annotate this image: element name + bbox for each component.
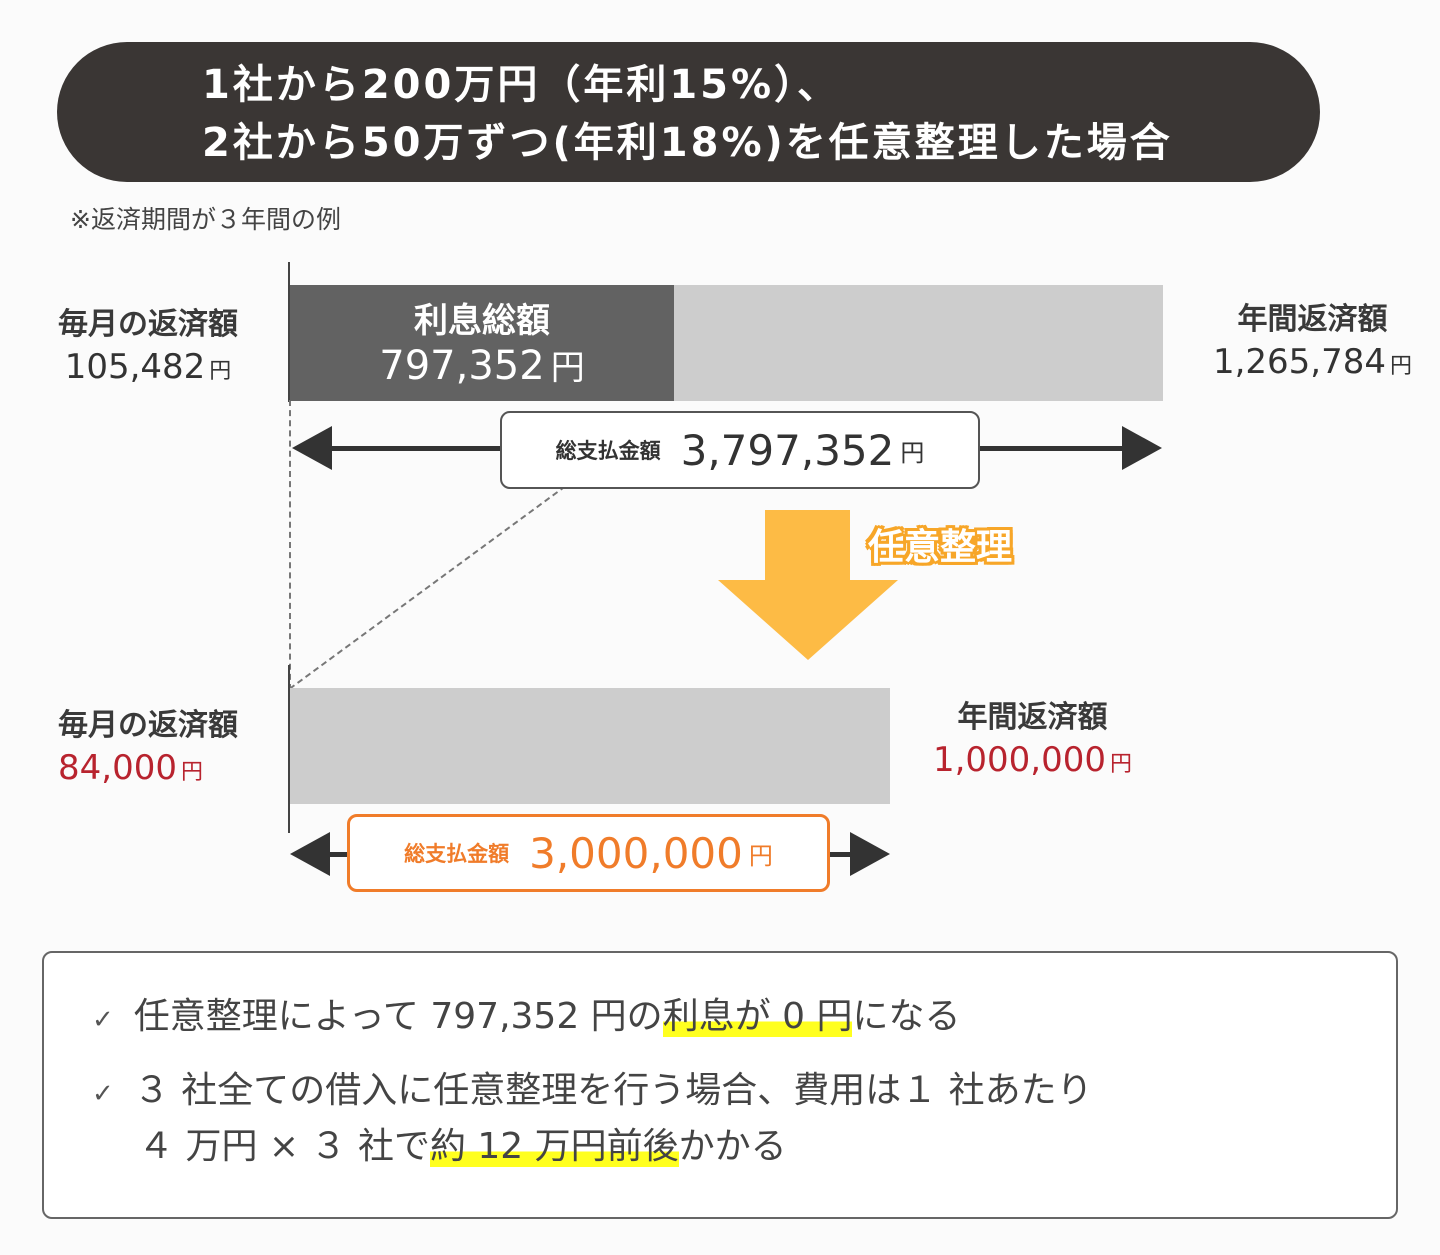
interest-total-value: 797,352 — [379, 343, 545, 389]
after-annual-label: 年間返済額 1,000,000 円 — [932, 700, 1133, 780]
before-total-box: 総支払金額 3,797,352 円 — [500, 411, 980, 489]
after-monthly-label: 毎月の返済額 84,000 円 — [58, 708, 238, 788]
title-line-1: 1社から200万円（年利15%）、 — [202, 62, 841, 108]
dashed-guide-diagonal — [289, 467, 590, 690]
before-total-label: 総支払金額 — [555, 439, 661, 463]
after-arrow-left-icon — [290, 832, 330, 876]
after-principal-bar — [290, 688, 890, 804]
summary-box: ✓ 任意整理によって 797,352 円の利息が 0 円になる ✓ ３ 社全ての借入… — [42, 951, 1398, 1219]
before-arrow-right-icon — [1122, 426, 1162, 470]
before-annual-value: 1,265,784 — [1212, 342, 1387, 382]
before-interest-bar — [290, 285, 674, 401]
before-total-value: 3,797,352 — [680, 425, 895, 475]
period-note: ※返済期間が３年間の例 — [70, 205, 341, 234]
title-line-2: 2社から50万ずつ(年利18%)を任意整理した場合 — [202, 120, 1173, 166]
before-monthly-value: 105,482 — [64, 347, 206, 387]
settlement-label: 任意整理 — [868, 527, 1013, 568]
after-monthly-value: 84,000 — [58, 748, 177, 788]
highlight-cost: 約 12 万円前後 — [429, 1126, 679, 1167]
after-axis-line — [288, 665, 290, 833]
interest-total-label: 利息総額 797,352 円 — [379, 301, 585, 389]
after-total-value: 3,000,000 — [529, 828, 743, 878]
check-icon: ✓ — [92, 1005, 114, 1035]
title-banner: 1社から200万円（年利15%）、 2社から50万ずつ(年利18%)を任意整理し… — [57, 42, 1320, 182]
summary-item-1: ✓ 任意整理によって 797,352 円の利息が 0 円になる — [92, 996, 961, 1037]
before-axis-line — [288, 262, 290, 402]
highlight-interest-zero: 利息が 0 円 — [662, 996, 853, 1037]
summary-item-2-line-2: ４ 万円 × ３ 社で約 12 万円前後かかる — [138, 1126, 787, 1167]
before-monthly-label: 毎月の返済額 105,482 円 — [58, 307, 238, 387]
settlement-down-arrow-icon — [765, 510, 850, 585]
after-total-label: 総支払金額 — [404, 842, 510, 866]
after-annual-value: 1,000,000 — [932, 740, 1107, 780]
before-annual-label: 年間返済額 1,265,784 円 — [1212, 302, 1413, 382]
check-icon: ✓ — [92, 1079, 114, 1109]
dashed-guide-vertical — [289, 400, 291, 690]
before-arrow-left-icon — [292, 426, 332, 470]
summary-item-2: ✓ ３ 社全ての借入に任意整理を行う場合、費用は１ 社あたり — [92, 1070, 1093, 1111]
after-arrow-right-icon — [850, 832, 890, 876]
settlement-down-arrow-head — [718, 580, 898, 660]
after-total-box: 総支払金額 3,000,000 円 — [347, 814, 830, 892]
